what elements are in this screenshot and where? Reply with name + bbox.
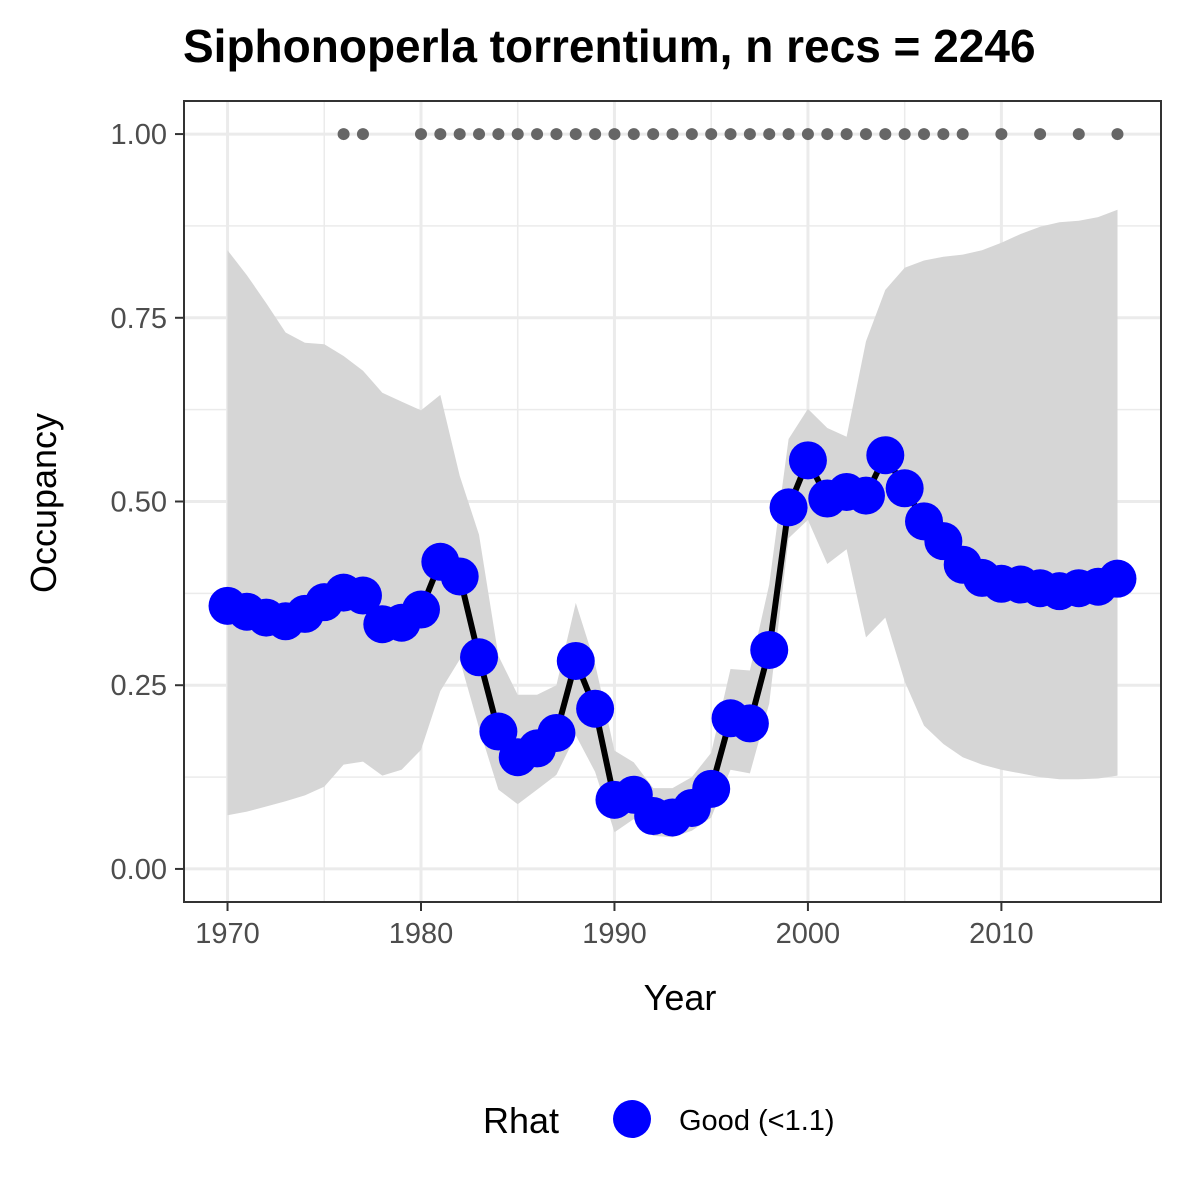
occupancy-point [769,488,808,527]
x-tick-label: 2000 [776,918,841,950]
legend: Rhat Good (<1.1) [483,1100,835,1141]
occupancy-point [846,476,885,515]
y-axis-title: Occupancy [23,413,64,593]
occupancy-point [1098,559,1137,598]
occupancy-point [440,557,479,596]
occupancy-point [576,689,615,728]
y-tick-label: 0.50 [111,487,167,519]
x-axis-title: Year [644,977,717,1018]
occupancy-point [401,590,440,629]
record-year-marker [569,128,582,141]
record-year-marker [898,128,911,141]
record-year-marker [589,128,602,141]
legend-label-good: Good (<1.1) [679,1105,835,1137]
legend-key-good [613,1100,651,1138]
occupancy-point [692,769,731,808]
x-axis: 1970 1980 1990 2000 2010 [195,902,1034,950]
record-year-marker [492,128,505,141]
occupancy-point [750,630,789,669]
record-year-marker [511,128,524,141]
occupancy-point [460,638,499,677]
occupancy-point [885,469,924,508]
legend-title: Rhat [483,1100,559,1141]
record-year-marker [647,128,660,141]
record-year-marker [550,128,563,141]
occupancy-point [343,576,382,615]
record-year-marker [1072,128,1085,141]
record-year-marker [356,128,369,141]
occupancy-point [556,641,595,680]
record-year-marker [434,128,447,141]
y-tick-label: 0.25 [111,670,167,702]
record-year-marker [840,128,853,141]
record-year-marker [1111,128,1124,141]
record-year-marker [453,128,466,141]
occupancy-point [788,441,827,480]
occupancy-point [537,713,576,752]
record-year-marker [956,128,969,141]
record-year-marker [705,128,718,141]
occupancy-points [208,436,1137,837]
occupancy-point [730,704,769,743]
record-year-marker [666,128,679,141]
x-tick-label: 1980 [389,918,454,950]
record-year-marker [608,128,621,141]
record-year-marker [685,128,698,141]
record-year-marker [763,128,776,141]
record-year-marker [743,128,756,141]
record-year-marker [859,128,872,141]
record-year-marker [782,128,795,141]
occupancy-point [866,436,905,475]
record-year-marker [821,128,834,141]
y-axis: 0.00 0.25 0.50 0.75 1.00 [111,119,184,886]
record-year-marker [337,128,350,141]
record-year-marker [1034,128,1047,141]
record-year-marker [724,128,737,141]
y-tick-label: 1.00 [111,119,167,151]
confidence-ribbon [227,209,1118,838]
chart-title: Siphonoperla torrentium, n recs = 2246 [183,20,1036,72]
record-year-marker [531,128,544,141]
credible-interval-ribbon [227,209,1118,838]
record-year-marker [473,128,486,141]
record-year-marker [801,128,814,141]
record-year-marker [995,128,1008,141]
record-year-marker [918,128,931,141]
y-tick-label: 0.00 [111,854,167,886]
record-year-marker [627,128,640,141]
record-year-marker [937,128,950,141]
x-tick-label: 2010 [969,918,1034,950]
x-tick-label: 1970 [195,918,260,950]
y-tick-label: 0.75 [111,303,167,335]
record-markers [337,128,1124,141]
record-year-marker [414,128,427,141]
record-year-marker [879,128,892,141]
x-tick-label: 1990 [582,918,647,950]
